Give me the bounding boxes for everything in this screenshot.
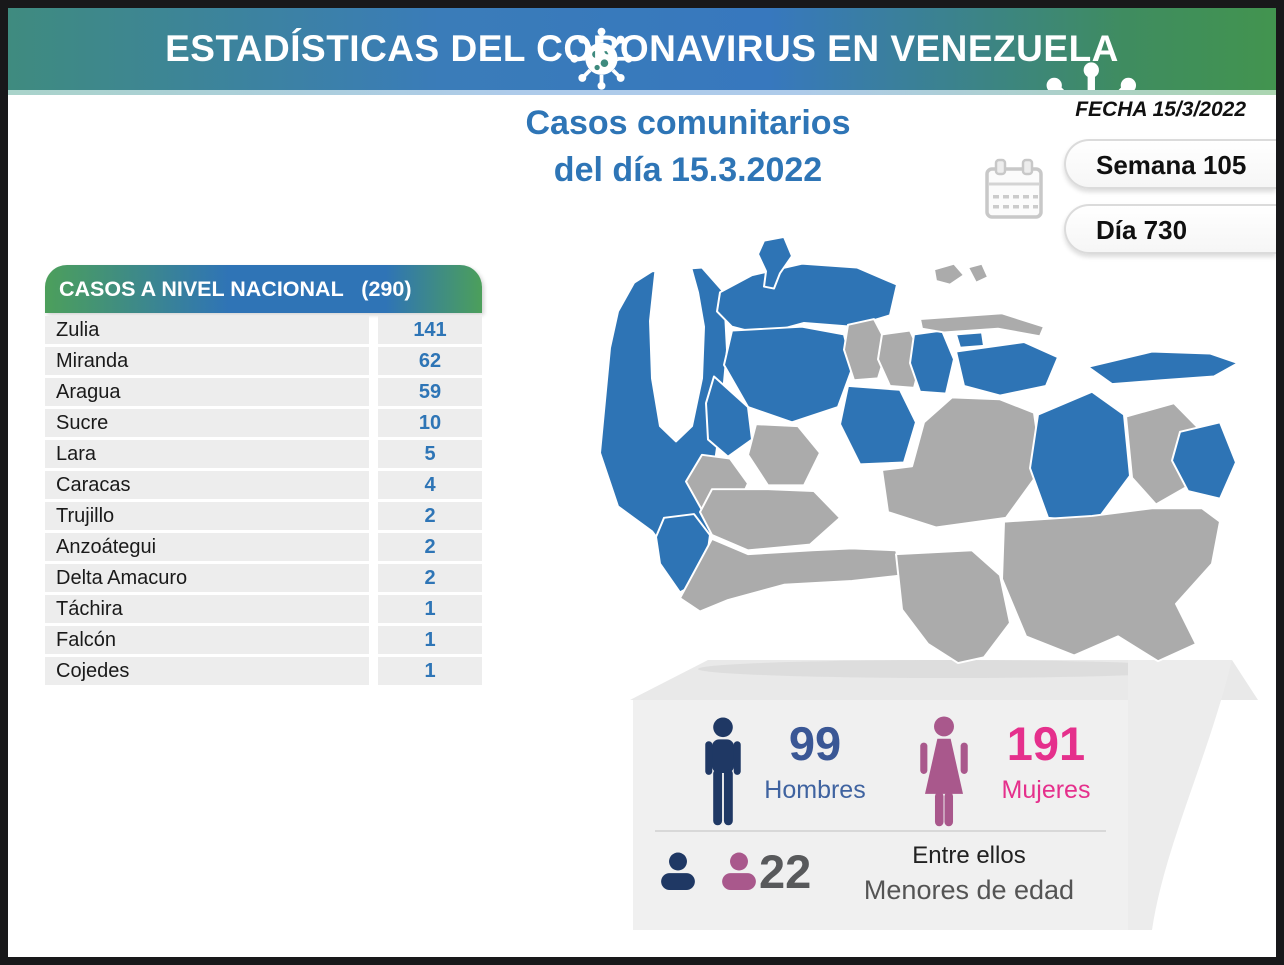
minors-caption: Entre ellos Menores de edad [829,840,1109,908]
table-row: Caracas 4 [45,471,482,499]
map-state-apure [679,537,905,613]
men-stat: 99 Hombres [755,718,875,810]
map-state-guarico [881,396,1043,529]
state-name: Anzoátegui [45,533,369,561]
page-curl [1128,660,1232,930]
state-cases: 10 [378,409,482,437]
state-name: Sucre [45,409,369,437]
subtitle-line1: Casos comunitarios [525,104,851,142]
map-state-sucre [1087,350,1239,386]
state-name: Trujillo [45,502,369,530]
table-row: Táchira 1 [45,595,482,623]
header-banner: ESTADÍSTICAS DEL CORONAVIRUS EN VENEZUEL… [8,8,1276,90]
table-row: Anzoátegui 2 [45,533,482,561]
map-state-caracas [955,331,985,349]
minors-count: 22 [759,845,812,898]
state-cases: 59 [378,378,482,406]
state-cases: 1 [378,626,482,654]
male-icon [705,717,741,826]
map-state-carabobo [877,329,923,389]
map-state-aragua [909,329,955,395]
table-row: Miranda 62 [45,347,482,375]
table-total: (290) [361,277,412,301]
national-cases-table: CASOS A NIVEL NACIONAL (290) Zulia 141 Mi… [45,265,482,685]
map-state-vargas [919,312,1045,338]
women-label: Mujeres [1001,776,1091,804]
table-row: Falcón 1 [45,626,482,654]
state-name: Táchira [45,595,369,623]
map-state-lara [723,325,853,424]
page-title: ESTADÍSTICAS DEL CORONAVIRUS EN VENEZUEL… [165,28,1119,69]
men-label: Hombres [764,776,866,804]
map-state-bolivar [1001,507,1221,663]
women-count: 191 [1006,717,1086,770]
state-cases: 1 [378,657,482,685]
calendar-icon [985,158,1043,219]
map-state-yaracuy [843,318,889,382]
table-row: Lara 5 [45,440,482,468]
state-cases: 4 [378,471,482,499]
table-row: Zulia 141 [45,316,482,344]
female-icon [920,716,968,827]
map-state-miranda [955,341,1059,397]
minor-male-icon [661,852,695,890]
table-title: CASOS A NIVEL NACIONAL [59,277,344,301]
table-row: Trujillo 2 [45,502,482,530]
minors-caption-line1: Entre ellos [912,842,1026,869]
panel-divider [655,830,1106,832]
women-stat: 191 Mujeres [981,718,1111,810]
state-cases: 5 [378,440,482,468]
demographics-panel: 99 Hombres 191 Mujeres 22 Entre ell [633,700,1128,930]
state-cases: 1 [378,595,482,623]
map-state-barinas [699,488,841,552]
state-name: Caracas [45,471,369,499]
table-row: Aragua 59 [45,378,482,406]
state-name: Zulia [45,316,369,344]
banner-underline [8,90,1276,95]
week-badge: Semana 105 [1064,139,1276,189]
map-state-delta-amacuro [1171,421,1237,500]
subtitle: Casos comunitarios del día 15.3.2022 [428,100,948,194]
venezuela-map [599,235,1239,665]
map-state-falcon-paraguana [757,235,793,290]
map-state-cojedes [839,385,917,466]
state-cases: 2 [378,502,482,530]
map-island-margarita [933,262,965,286]
subtitle-line2: del día 15.3.2022 [553,151,823,189]
minors-caption-line2: Menores de edad [863,875,1075,905]
state-cases: 62 [378,347,482,375]
minor-female-icon [722,852,756,890]
lake-maracaibo [649,262,705,443]
map-state-amazonas [895,549,1011,665]
state-cases: 2 [378,533,482,561]
table-header: CASOS A NIVEL NACIONAL (290) [45,265,482,313]
state-name: Cojedes [45,657,369,685]
state-name: Falcón [45,626,369,654]
state-name: Aragua [45,378,369,406]
state-cases: 141 [378,316,482,344]
table-row: Cojedes 1 [45,657,482,685]
map-state-trujillo [705,375,753,458]
state-cases: 2 [378,564,482,592]
date-label: FECHA 15/3/2022 [1075,98,1246,121]
map-island-coche [967,262,989,284]
state-name: Delta Amacuro [45,564,369,592]
men-count: 99 [788,717,842,770]
map-state-anzoategui [1029,390,1131,523]
map-state-portuguesa [747,423,821,487]
map-platform [630,660,1258,930]
table-row: Sucre 10 [45,409,482,437]
day-badge: Día 730 [1064,204,1276,254]
table-row: Delta Amacuro 2 [45,564,482,592]
infographic-page: ESTADÍSTICAS DEL CORONAVIRUS EN VENEZUEL… [8,8,1276,957]
state-name: Lara [45,440,369,468]
state-name: Miranda [45,347,369,375]
